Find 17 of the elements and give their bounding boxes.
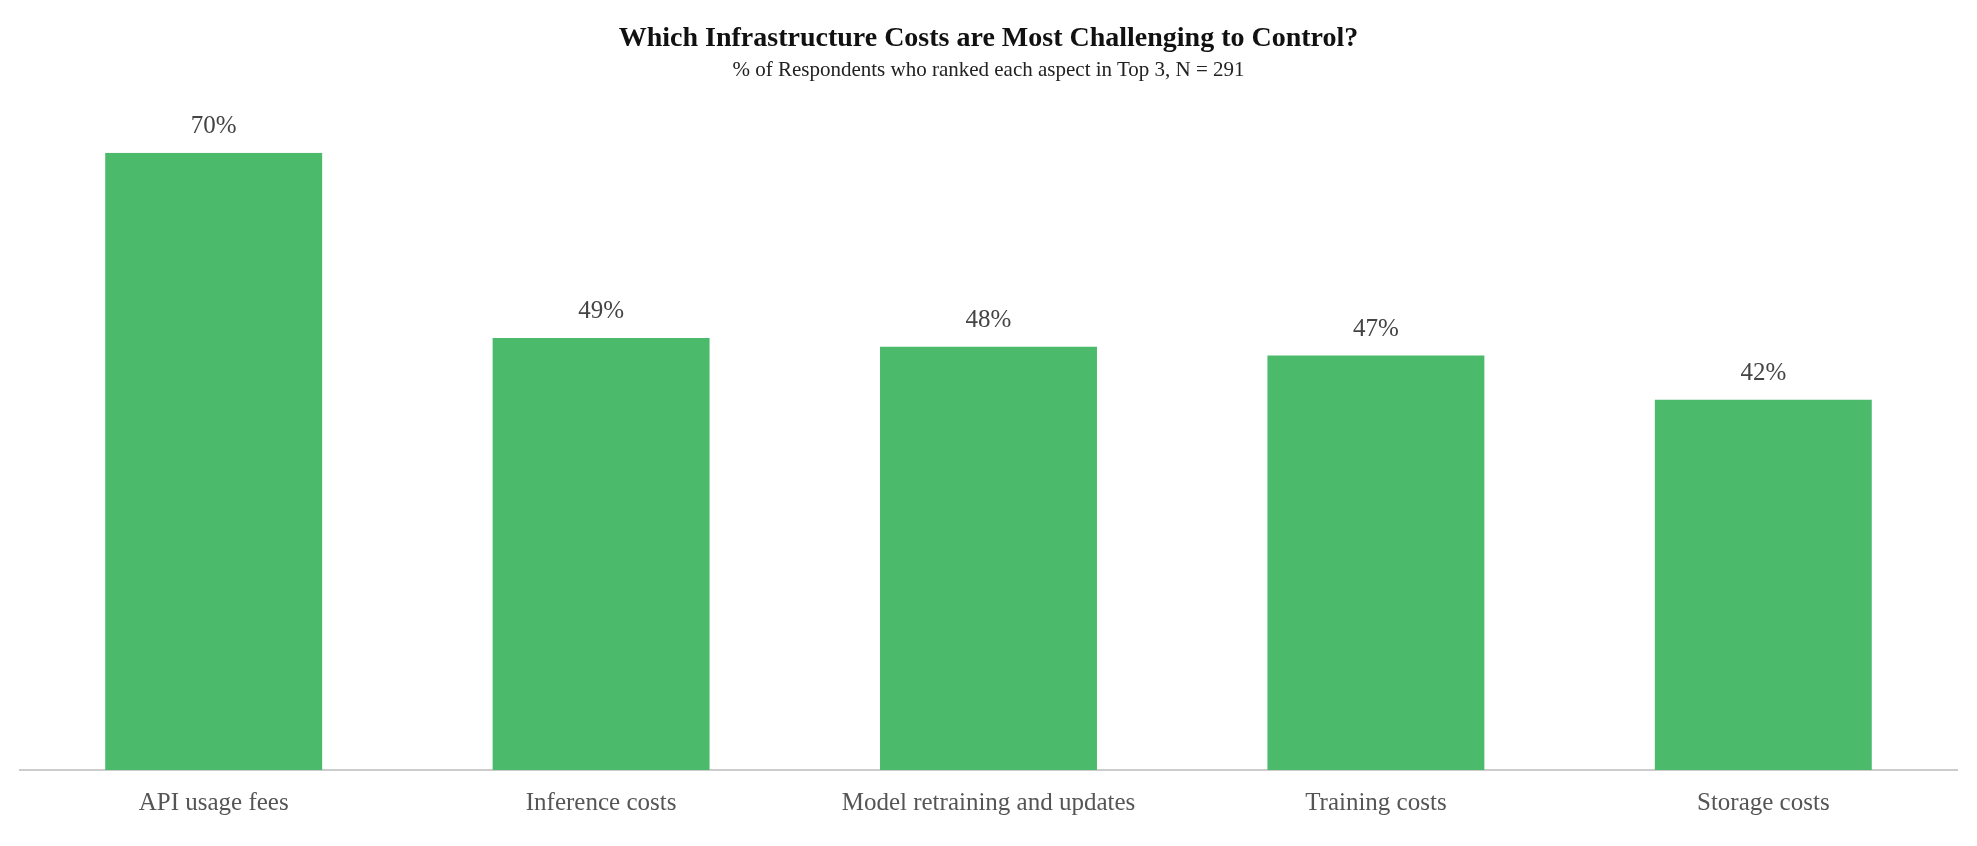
bar (1654, 399, 1872, 770)
bar (105, 152, 323, 770)
x-tick-label: Storage costs (1696, 787, 1830, 815)
bar (492, 337, 710, 770)
chart-subtitle: % of Respondents who ranked each aspect in Top 3, N = 291 (732, 56, 1245, 81)
data-label: 47% (1352, 313, 1399, 341)
x-tick-label: Model retraining and updates (841, 787, 1136, 815)
x-tick-label: Training costs (1305, 787, 1447, 815)
data-label: 48% (965, 304, 1012, 332)
data-label: 49% (578, 296, 625, 324)
bar (880, 346, 1097, 770)
data-label: 70% (190, 110, 237, 138)
chart-title: Which Infrastructure Costs are Most Challenging to Control? (618, 21, 1359, 53)
x-tick-label: API usage fees (138, 787, 289, 815)
data-label: 42% (1740, 357, 1787, 385)
bar (1267, 355, 1485, 770)
x-tick-label: Inference costs (525, 787, 677, 815)
